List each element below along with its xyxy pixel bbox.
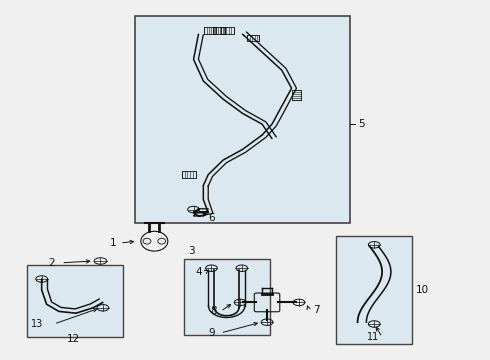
Text: 7: 7 xyxy=(313,305,319,315)
Bar xyxy=(184,259,270,335)
Text: 12: 12 xyxy=(67,334,80,344)
Text: 4: 4 xyxy=(196,267,202,277)
Bar xyxy=(213,27,225,34)
Text: 1: 1 xyxy=(110,238,117,248)
Text: 5: 5 xyxy=(358,119,365,129)
Bar xyxy=(336,236,412,344)
Bar xyxy=(27,265,122,337)
Bar xyxy=(247,35,260,41)
Bar xyxy=(204,27,217,34)
Text: 11: 11 xyxy=(367,332,379,342)
Text: 2: 2 xyxy=(48,258,55,268)
Bar xyxy=(221,27,234,34)
Text: 9: 9 xyxy=(208,328,215,338)
Text: 6: 6 xyxy=(208,213,215,223)
Bar xyxy=(135,16,350,223)
Bar xyxy=(182,171,196,178)
Text: 13: 13 xyxy=(31,319,43,329)
Bar xyxy=(292,90,301,100)
Text: 10: 10 xyxy=(416,285,429,295)
Text: 3: 3 xyxy=(189,246,196,256)
Text: 8: 8 xyxy=(210,306,217,316)
